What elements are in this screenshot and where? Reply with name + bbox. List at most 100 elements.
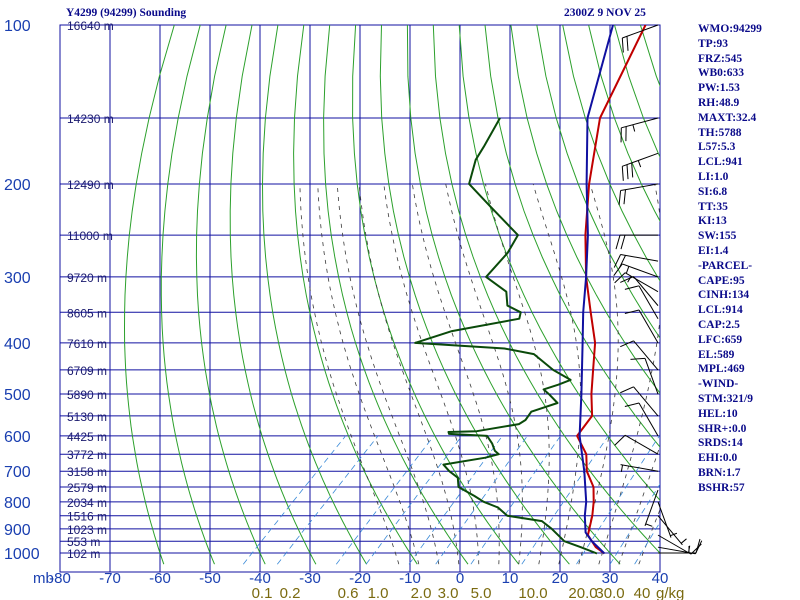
wind-barb-staff xyxy=(633,276,659,306)
stat-item: EHI:0.0 xyxy=(698,452,738,465)
stat-item: WB0:633 xyxy=(698,67,744,80)
wind-barb-flag xyxy=(620,276,634,283)
temperature-tick-label: -30 xyxy=(299,570,321,587)
height-label: 5890 m xyxy=(67,388,107,402)
pressure-tick-label: 400 xyxy=(4,336,31,353)
dry-adiabat xyxy=(562,25,660,282)
wind-barb-staff xyxy=(624,272,659,293)
wind-barb xyxy=(621,24,659,53)
stat-item: TT:35 xyxy=(698,200,728,213)
moist-adiabat xyxy=(383,183,480,565)
wind-barb-flag xyxy=(614,272,626,284)
stat-item: PW:1.53 xyxy=(698,82,740,95)
wind-barb-half-flag xyxy=(626,266,630,274)
dry-adiabat xyxy=(123,25,175,565)
moist-adiabat xyxy=(411,183,500,565)
wind-barb-staff xyxy=(638,402,659,437)
stat-item: LCL:914 xyxy=(698,304,743,317)
stat-item: CINH:134 xyxy=(698,289,750,302)
moist-adiabat xyxy=(445,183,523,565)
temperature-tick-label: -50 xyxy=(199,570,221,587)
wind-barb xyxy=(620,117,659,143)
stat-item: EI:1.4 xyxy=(698,244,729,257)
wind-barb-flag xyxy=(631,162,634,178)
wind-barb-layer xyxy=(613,24,703,555)
moist-adiabat xyxy=(532,183,582,565)
mixing-ratio-label: 10.0 xyxy=(518,585,547,600)
stat-item: SW:155 xyxy=(698,230,737,243)
stat-item: -WIND- xyxy=(698,378,739,391)
stat-item: MPL:469 xyxy=(698,363,745,376)
height-label: 553 m xyxy=(67,535,100,549)
wind-barb-half-flag xyxy=(680,538,687,544)
mixing-ratio-layer xyxy=(242,435,660,565)
wind-barb-flag xyxy=(624,285,640,290)
mixing-ratio-line xyxy=(365,435,463,565)
wind-barb-staff xyxy=(644,489,659,526)
plot-border xyxy=(59,24,661,573)
wind-barb-flag xyxy=(626,164,629,180)
height-label: 3158 m xyxy=(67,465,107,479)
moist-adiabat xyxy=(317,183,420,565)
wind-barb-staff xyxy=(657,534,692,555)
wind-barb-staff xyxy=(622,24,659,39)
profile-layer xyxy=(414,25,647,555)
wind-barb-flag xyxy=(695,538,701,554)
grid-layer xyxy=(59,24,661,573)
dry-adiabat xyxy=(432,25,660,554)
mixing-ratio-label: 3.0 xyxy=(438,585,459,600)
wind-barb xyxy=(630,357,659,395)
wind-barb-flag xyxy=(620,340,634,348)
wind-barb-staff xyxy=(657,501,672,538)
temperature-tick-label: 40 xyxy=(652,570,669,587)
wind-barb xyxy=(614,272,659,293)
wind-barb-flag xyxy=(620,386,634,394)
wind-barb-half-flag xyxy=(645,523,653,527)
wind-barb-half-flag xyxy=(620,464,624,472)
wind-barb xyxy=(621,152,659,181)
height-label: 16640 m xyxy=(67,19,114,33)
height-label: 7610 m xyxy=(67,337,107,351)
mixing-ratio-line xyxy=(276,435,379,565)
stat-item: WMO:94299 xyxy=(698,23,762,35)
dewpoint-profile xyxy=(414,117,598,555)
stat-item: L57:5.3 xyxy=(698,141,736,154)
wind-barb xyxy=(658,538,701,554)
wind-barb-flag xyxy=(620,234,626,250)
stat-item: BRN:1.7 xyxy=(698,466,741,479)
wind-barb-flag xyxy=(613,254,622,268)
mixing-ratio-line xyxy=(242,435,346,565)
height-label: 14230 m xyxy=(67,112,114,126)
stat-item: SHR+:0.0 xyxy=(698,422,747,435)
wind-barb xyxy=(657,515,687,546)
wind-barb xyxy=(624,285,659,319)
height-label: 2034 m xyxy=(67,496,107,510)
dry-adiabat xyxy=(352,25,520,565)
mixing-ratio-unit: g/kg xyxy=(656,585,684,600)
mixing-ratio-label: 5.0 xyxy=(471,585,492,600)
mixing-ratio-line xyxy=(470,435,561,565)
dry-adiabat xyxy=(229,25,317,565)
mixing-ratio-line xyxy=(335,435,435,565)
height-label: 102 m xyxy=(67,547,100,561)
wind-barb-staff xyxy=(624,434,659,455)
mixing-ratio-label: 40 xyxy=(634,585,651,600)
wind-barb-flag xyxy=(621,37,624,53)
moist-adiabat xyxy=(485,183,550,565)
pressure-tick-label: 100 xyxy=(4,18,31,35)
stat-item: CAPE:95 xyxy=(698,274,745,287)
stats-panel: WMO:94299 TP:93 FRZ:545 WB0:633 PW:1.53 RH:48… xyxy=(698,22,798,496)
height-label: 1516 m xyxy=(67,510,107,524)
mixing-ratio-line xyxy=(609,483,660,565)
pressure-tick-label: 1000 xyxy=(4,546,40,563)
pressure-tick-label: 500 xyxy=(4,387,31,404)
temperature-tick-label: -80 xyxy=(49,570,71,587)
wind-barb xyxy=(618,183,659,206)
wind-barb xyxy=(620,464,659,472)
temperature-tick-label: 30 xyxy=(602,570,619,587)
wind-barb-staff xyxy=(622,152,659,167)
height-label: 4425 m xyxy=(67,430,107,444)
height-label: 6709 m xyxy=(67,364,107,378)
wind-barb-half-flag xyxy=(637,160,642,168)
mixing-ratio-label: 20.0 xyxy=(568,585,597,600)
